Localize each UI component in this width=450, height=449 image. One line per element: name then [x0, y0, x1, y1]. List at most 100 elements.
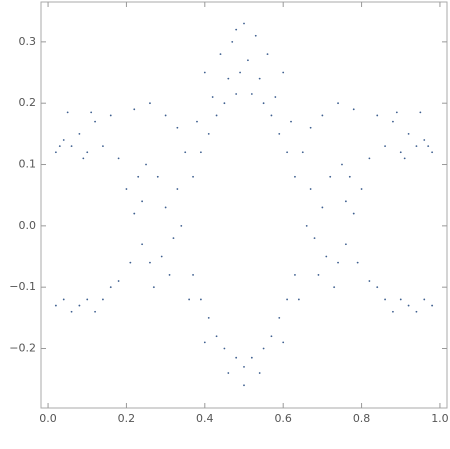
point	[392, 120, 394, 123]
point	[164, 114, 167, 117]
point	[141, 200, 144, 203]
point	[117, 280, 120, 282]
point	[368, 280, 371, 282]
point	[415, 310, 418, 313]
point	[250, 356, 253, 359]
point	[129, 261, 132, 264]
point	[305, 224, 308, 227]
point	[250, 93, 253, 95]
x-tick-label: 0.6	[274, 412, 292, 425]
point	[235, 28, 238, 31]
point	[419, 111, 422, 114]
point	[399, 151, 402, 154]
point	[333, 286, 336, 289]
point	[297, 298, 300, 301]
point	[58, 145, 61, 148]
point	[309, 188, 312, 190]
point	[78, 132, 81, 135]
point	[86, 151, 89, 154]
point	[270, 335, 273, 338]
point	[301, 151, 304, 154]
point	[203, 341, 206, 344]
point	[199, 298, 202, 301]
point	[62, 139, 65, 141]
point	[317, 274, 320, 276]
point	[94, 120, 96, 123]
point	[286, 298, 289, 301]
y-tick-label: −0.2	[9, 342, 36, 355]
plot-frame	[40, 1, 448, 409]
point	[247, 59, 249, 62]
point	[368, 157, 371, 160]
point	[282, 341, 285, 344]
point	[54, 304, 57, 307]
point	[152, 286, 155, 289]
point	[141, 243, 144, 246]
point	[184, 151, 187, 154]
point	[321, 206, 324, 209]
point	[309, 126, 312, 129]
point	[66, 111, 69, 114]
point	[427, 145, 430, 148]
point	[254, 34, 257, 37]
point	[337, 261, 339, 264]
point	[294, 274, 296, 276]
y-tick-label: 0.1	[19, 158, 37, 171]
point	[348, 175, 351, 178]
point	[341, 163, 343, 166]
point	[321, 114, 324, 117]
point	[294, 175, 296, 178]
point	[384, 145, 386, 148]
point	[243, 22, 245, 25]
point	[207, 316, 210, 319]
y-tick-label: 0.3	[19, 35, 37, 48]
point	[286, 151, 289, 154]
point	[149, 102, 151, 105]
point	[223, 347, 226, 350]
point	[70, 145, 73, 148]
point	[313, 237, 316, 240]
point	[82, 157, 85, 160]
point	[199, 151, 202, 154]
point	[160, 255, 163, 258]
point	[211, 96, 214, 98]
point	[172, 237, 175, 240]
point	[231, 40, 234, 43]
point	[278, 316, 281, 319]
point	[423, 139, 426, 141]
point	[266, 53, 269, 56]
point	[215, 114, 218, 117]
point	[415, 145, 418, 148]
point	[239, 71, 241, 74]
point	[168, 274, 171, 276]
point	[203, 71, 206, 74]
point	[223, 102, 226, 105]
x-tick-label: 0.2	[118, 412, 136, 425]
point	[235, 93, 238, 95]
point	[188, 298, 191, 301]
point	[352, 108, 355, 111]
point	[395, 111, 398, 114]
point	[235, 356, 238, 359]
point	[145, 163, 147, 166]
point	[149, 261, 151, 264]
point	[337, 102, 339, 105]
point	[325, 255, 328, 258]
point	[431, 304, 434, 307]
point	[219, 53, 222, 56]
point	[176, 188, 179, 190]
point	[94, 310, 96, 313]
point	[392, 310, 394, 313]
point	[227, 372, 230, 374]
point	[137, 175, 140, 178]
point	[86, 298, 89, 301]
point	[278, 132, 281, 135]
point	[90, 111, 93, 114]
point	[258, 77, 261, 80]
point	[102, 298, 104, 301]
point	[258, 372, 261, 374]
x-tick-label: 0.0	[39, 412, 57, 425]
point	[376, 286, 379, 289]
point	[192, 175, 194, 178]
